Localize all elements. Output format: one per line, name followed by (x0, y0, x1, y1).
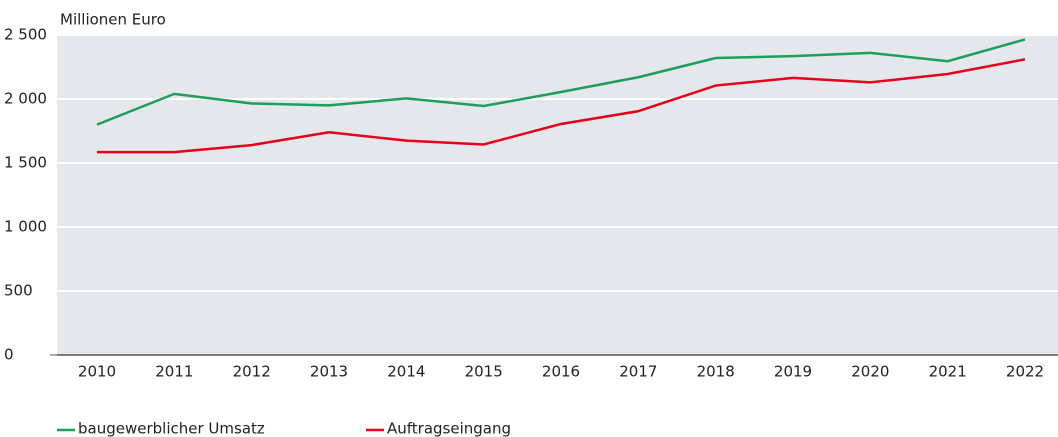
plot-background (57, 35, 1058, 355)
x-tick-label: 2010 (78, 363, 116, 381)
x-tick-label: 2017 (619, 363, 657, 381)
y-tick-label: 2 000 (4, 90, 47, 108)
x-tick-label: 2012 (233, 363, 271, 381)
y-tick-label: 500 (4, 282, 33, 300)
x-tick-label: 2014 (387, 363, 425, 381)
y-axis-label: Millionen Euro (60, 11, 166, 29)
y-tick-label: 1 000 (4, 218, 47, 236)
x-tick-label: 2015 (465, 363, 503, 381)
y-tick-label: 1 500 (4, 154, 47, 172)
x-tick-label: 2011 (155, 363, 193, 381)
y-tick-label: 2 500 (4, 26, 47, 44)
legend-label: baugewerblicher Umsatz (78, 420, 265, 437)
x-tick-label: 2022 (1006, 363, 1044, 381)
legend-label: Auftragseingang (387, 420, 511, 437)
x-tick-label: 2013 (310, 363, 348, 381)
series-line (97, 58, 1026, 154)
x-tick-label: 2019 (774, 363, 812, 381)
y-tick-label: 0 (4, 346, 14, 364)
x-tick-label: 2016 (542, 363, 580, 381)
x-tick-label: 2018 (697, 363, 735, 381)
series-line (96, 38, 1026, 126)
x-tick-label: 2020 (851, 363, 889, 381)
x-tick-label: 2021 (929, 363, 967, 381)
